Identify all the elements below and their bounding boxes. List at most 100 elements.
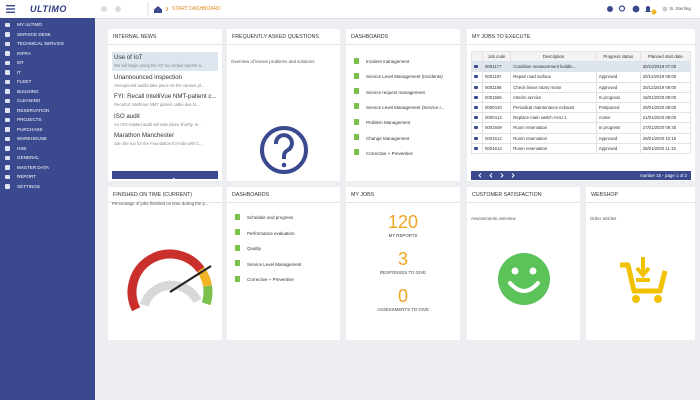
doc-icon [354, 57, 359, 64]
dashboard-label: Service Level Management [247, 261, 302, 267]
menu-item[interactable]: PROJECTS [0, 115, 95, 125]
menu-label: PROJECTS [17, 117, 42, 122]
divider [227, 44, 340, 45]
menu-icon [5, 51, 10, 56]
job-row[interactable]: 0001613 Room reservation Approved 28/01/202… [471, 142, 692, 154]
sidebar: MY ULTIMO SERVICE DESK TECHNICAL SERVICE IN… [0, 18, 95, 400]
faq-dot [281, 162, 287, 168]
dashboard-link[interactable]: Service Level Management (Service r... [354, 103, 445, 110]
pager-arrow [511, 173, 515, 178]
menu-item[interactable]: FLEET [0, 77, 95, 87]
cart-icon [620, 257, 668, 303]
dashboard-link[interactable]: Service Level Management (Incidents) [354, 72, 443, 79]
news-item[interactable]: Use of IoT We will begin using the IoT so… [112, 52, 218, 71]
menu-icon [5, 117, 10, 122]
menu-icon [5, 79, 10, 84]
stat[interactable]: 120 MY REPORTS [346, 212, 460, 238]
dashboard-link[interactable]: Quality [235, 244, 262, 251]
menu-item[interactable]: INFRA [0, 49, 95, 59]
divider [346, 44, 460, 45]
job-status [595, 61, 641, 73]
dashboard-link[interactable]: Performance evaluation [235, 229, 295, 236]
breadcrumb[interactable]: START DASHBOARD [172, 6, 221, 12]
dashboard-link[interactable]: Corrective + Preventive [354, 149, 413, 156]
user-name[interactable]: B. Sterling [670, 6, 691, 11]
dashboard-label: Quality [247, 246, 262, 251]
job-row[interactable]: 0000410 Periodical maintenance exhaust Pos… [471, 101, 692, 114]
logo[interactable]: ULTIMO [30, 4, 67, 14]
table-pager[interactable]: number 15 - page 1 of 2 [471, 171, 691, 180]
menu-label: RESERVATION [17, 107, 50, 113]
menu-item[interactable]: PURCHASE [0, 125, 95, 135]
divider [346, 202, 460, 203]
menu-item[interactable]: RESERVATION [0, 106, 95, 116]
menu-icon [5, 98, 10, 103]
faq-circle [260, 126, 308, 174]
job-row[interactable]: 0000412 Replace main switch AHU 1 Active 21… [471, 112, 692, 124]
menu-label: REPORT [17, 174, 37, 179]
menu-item[interactable]: REPORT [0, 172, 95, 182]
news-item[interactable]: ISO audit An ISO-related audit will take … [112, 111, 218, 130]
dashboard-link[interactable]: Schedule and progress [235, 213, 293, 220]
job-code: 0000412 [481, 112, 512, 124]
pager[interactable] [112, 171, 218, 183]
pager-arrow [500, 173, 504, 178]
divider [108, 44, 222, 45]
menu-label: HSE [17, 145, 27, 151]
menu-item[interactable]: MASTER DATA [0, 163, 95, 173]
stat-value: 3 [397, 249, 408, 269]
cart-wheel [632, 295, 640, 303]
divider [467, 44, 695, 45]
job-row[interactable]: 0001177 Condition measurement buildin... 3… [471, 61, 692, 73]
news-item[interactable]: Marathon Manchester Join the run for the … [112, 130, 218, 149]
job-description: Interim service [510, 91, 597, 103]
news-item[interactable]: FYI: Recall IntelliVue NMT-patient c... R… [112, 91, 218, 110]
menu-item[interactable]: IT [0, 68, 95, 78]
job-date: 21/01/2020 08:00 [639, 112, 692, 124]
menu-item[interactable]: WAREHOUSE [0, 134, 95, 144]
gauge-segment [127, 249, 205, 312]
dashboard-link[interactable]: Service request management [354, 88, 425, 95]
row-icon [471, 132, 483, 144]
panel-title: MY JOBS [351, 192, 375, 198]
gauge-segment [196, 267, 212, 288]
job-row[interactable]: 0001187 Repair road surface Approved 20/12/… [471, 71, 692, 83]
dashboard-link[interactable]: Incident management [354, 57, 409, 64]
menu-label: SETTINGS [17, 183, 40, 189]
doc-icon [354, 103, 359, 110]
stat[interactable]: 3 RESPONSES TO GIVE [346, 249, 460, 275]
menu-item[interactable]: CLEANING [0, 96, 95, 106]
divider [108, 202, 222, 203]
dashboard-link[interactable]: Corrective + Preventive [235, 275, 294, 282]
job-row[interactable]: 0001612 Room reservation Approved 28/01/202… [471, 132, 692, 144]
menu-item[interactable]: GENERAL [0, 153, 95, 163]
menu-item[interactable]: HSE [0, 144, 95, 154]
menu-item[interactable]: SETTINGS [0, 182, 95, 192]
panel: DASHBOARDS Incident management Service Lev… [346, 29, 460, 181]
job-row[interactable]: 0001188 Check linear rotary motor Approved… [471, 81, 692, 93]
dashboard-label: Change Management [366, 135, 410, 141]
stat[interactable]: 0 ASSESSMENTS TO GIVE [346, 286, 460, 312]
dashboard-link[interactable]: Problem Management [354, 118, 410, 125]
menu-icon [5, 70, 10, 75]
job-row[interactable]: 0001566 Interim service In progress 18/01/2… [471, 91, 692, 103]
menu-item[interactable]: MT [0, 58, 95, 68]
header-row: Job code Description Progress status Planne… [471, 50, 692, 63]
job-row[interactable]: 0001609 Room reservation In progress 27/01/… [471, 122, 692, 134]
doc-icon [354, 88, 359, 95]
menu-item[interactable]: TECHNICAL SERVICE [0, 39, 95, 49]
dashboard-link[interactable]: Service Level Management [235, 260, 302, 267]
menu-item[interactable]: SERVICE DESK [0, 30, 95, 40]
stat-label: RESPONSES TO GIVE [379, 270, 427, 275]
menu-item[interactable]: MY ULTIMO [0, 20, 95, 30]
news-item[interactable]: Unannounced inspection Unexpected audits … [112, 72, 218, 91]
divider [586, 202, 695, 203]
panel-title: WEBSHOP [591, 192, 619, 198]
job-code: 0001187 [481, 71, 512, 83]
menu-item[interactable]: BUILDING [0, 87, 95, 97]
dashboard-link[interactable]: Change Management [354, 134, 410, 141]
doc-icon [354, 118, 359, 125]
menu-label: IT [17, 69, 22, 75]
menu-icon [5, 136, 10, 141]
job-code: 0001188 [481, 81, 512, 93]
